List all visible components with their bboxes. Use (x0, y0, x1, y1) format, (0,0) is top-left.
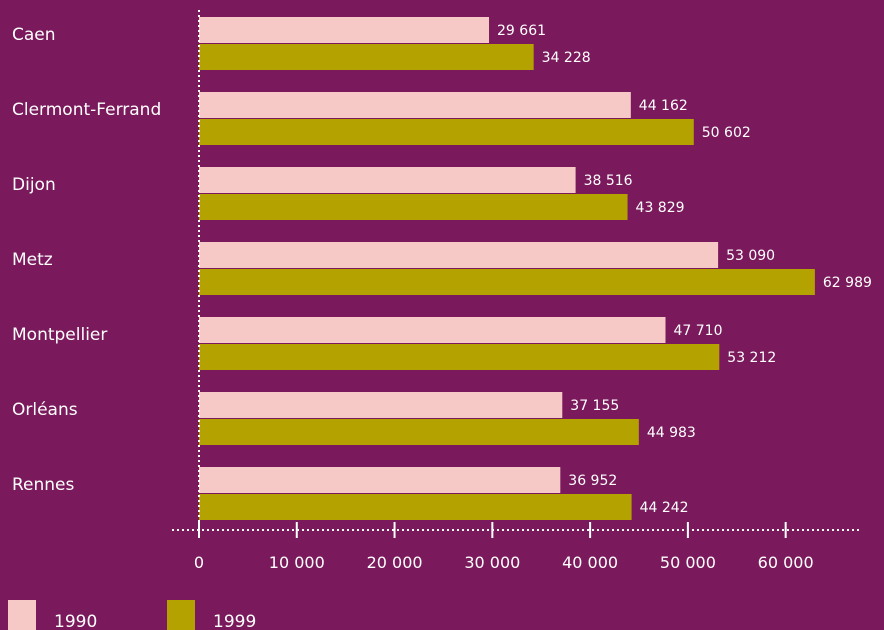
legend-label-1999: 1999 (213, 612, 256, 630)
bar-1999-dijon (199, 194, 628, 220)
category-label: Dijon (12, 175, 56, 195)
category-label: Rennes (12, 475, 75, 495)
value-label: 44 162 (639, 98, 688, 114)
bar-1990-orl-ans (199, 392, 562, 418)
bar-1990-caen (199, 17, 489, 43)
bar-1990-dijon (199, 167, 576, 193)
value-label: 29 661 (497, 23, 546, 39)
value-label: 44 983 (647, 425, 696, 441)
x-tick-label: 0 (194, 553, 204, 572)
x-tick-label: 40 000 (562, 553, 618, 572)
value-label: 50 602 (702, 125, 751, 141)
bar-1990-clermont-ferrand (199, 92, 631, 118)
value-label: 53 212 (727, 350, 776, 366)
bar-1999-rennes (199, 494, 632, 520)
bar-1999-clermont-ferrand (199, 119, 694, 145)
value-label: 37 155 (570, 398, 619, 414)
value-label: 36 952 (568, 473, 617, 489)
value-label: 62 989 (823, 275, 872, 291)
x-tick-label: 60 000 (758, 553, 814, 572)
bar-1990-montpellier (199, 317, 665, 343)
x-tick-label: 20 000 (367, 553, 423, 572)
bar-1990-metz (199, 242, 718, 268)
bar-1999-caen (199, 44, 534, 70)
category-label: Clermont-Ferrand (12, 100, 161, 120)
category-label: Caen (12, 25, 56, 45)
category-label: Montpellier (12, 325, 107, 345)
value-label: 34 228 (542, 50, 591, 66)
value-label: 38 516 (584, 173, 633, 189)
value-label: 43 829 (636, 200, 685, 216)
legend-swatch-1990 (8, 600, 36, 630)
category-label: Orléans (12, 400, 78, 420)
legend-label-1990: 1990 (54, 612, 97, 630)
bar-1990-rennes (199, 467, 560, 493)
bar-1999-metz (199, 269, 815, 295)
bar-1999-orl-ans (199, 419, 639, 445)
value-label: 47 710 (673, 323, 722, 339)
x-tick-label: 50 000 (660, 553, 716, 572)
bar-1999-montpellier (199, 344, 719, 370)
legend-swatch-1999 (167, 600, 195, 630)
x-tick-label: 30 000 (464, 553, 520, 572)
value-label: 44 242 (640, 500, 689, 516)
value-label: 53 090 (726, 248, 775, 264)
x-tick-label: 10 000 (269, 553, 325, 572)
category-label: Metz (12, 250, 53, 270)
